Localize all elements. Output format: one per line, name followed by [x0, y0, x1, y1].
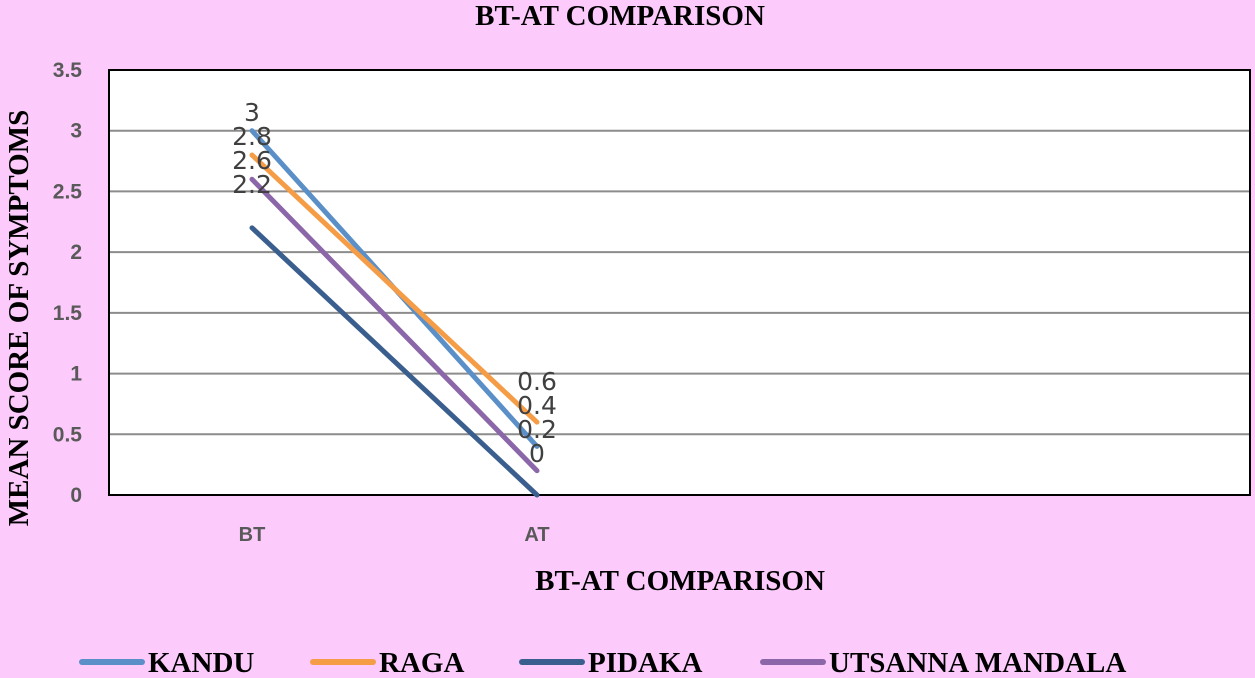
data-label: 2.2: [232, 170, 272, 199]
y-axis-ticks: 0 0.5 1 1.5 2 2.5 3 3.5: [53, 59, 83, 507]
series-line-pidaka: [249, 225, 540, 498]
y-tick-label: 3.5: [53, 59, 83, 82]
y-tick-label: 0.5: [53, 423, 83, 446]
data-label: 0.4: [517, 391, 557, 420]
series-line-utsanna-mandala: [249, 176, 540, 474]
y-tick-label: 1: [70, 363, 82, 386]
series-lines: [249, 128, 540, 498]
legend-label: UTSANNA MANDALA: [829, 647, 1126, 678]
y-axis-label: MEAN SCORE OF SYMPTOMS: [3, 110, 35, 527]
x-axis-label: BT-AT COMPARISON: [535, 565, 825, 597]
legend-label: PIDAKA: [588, 647, 702, 678]
data-label: 2.6: [232, 146, 272, 175]
y-tick-label: 2.5: [53, 180, 83, 203]
plot-border: [108, 69, 1251, 496]
series-line-raga: [249, 152, 540, 425]
data-label: 0: [529, 439, 545, 468]
legend-label: RAGA: [379, 647, 464, 678]
data-label: 0.6: [517, 367, 557, 396]
data-labels: 2.22.62.83 00.20.40.6: [232, 98, 557, 468]
y-tick-label: 2: [70, 241, 82, 264]
grid-lines: [109, 129, 1250, 436]
x-tick-label: BT: [239, 524, 266, 546]
x-axis-ticks: BT AT: [239, 524, 550, 546]
y-tick-label: 1.5: [53, 302, 83, 325]
y-tick-label: 0: [70, 484, 82, 507]
plot-area: [109, 70, 1250, 495]
legend: KANDU RAGA PIDAKA UTSANNA MANDALA: [79, 647, 1126, 678]
x-tick-label: AT: [524, 524, 549, 546]
data-label: 0.2: [517, 415, 557, 444]
y-tick-label: 3: [70, 120, 82, 143]
legend-label: KANDU: [148, 647, 254, 678]
data-label: 2.8: [232, 122, 272, 151]
chart-title: BT-AT COMPARISON: [475, 0, 765, 32]
data-label: 3: [244, 98, 260, 127]
